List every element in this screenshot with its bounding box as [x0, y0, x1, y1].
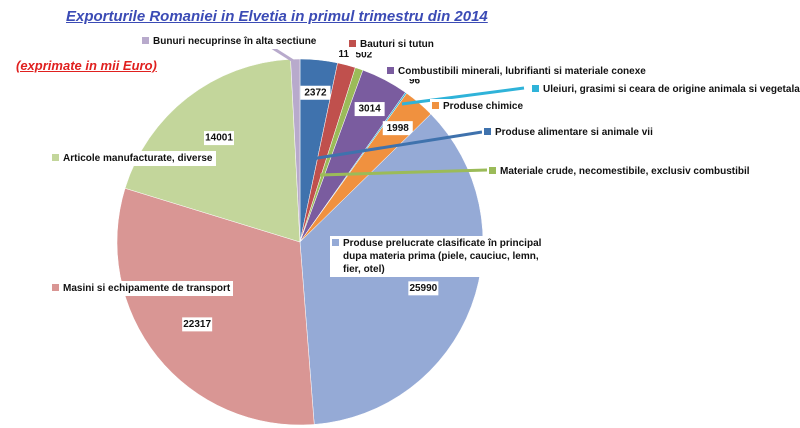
legend-entry: Combustibili minerali, lubrifianti si ma…	[385, 64, 649, 79]
legend-label: Produse alimentare si animale vii	[495, 127, 653, 138]
legend-label: Masini si echipamente de transport	[63, 283, 231, 294]
leader-line	[319, 168, 488, 177]
legend-swatch	[489, 167, 496, 174]
legend-swatch	[142, 37, 149, 44]
legend-entry: Materiale crude, necomestibile, exclusiv…	[487, 164, 753, 179]
value-label: 96	[409, 76, 421, 87]
legend-entry: Bunuri necuprinse în alta sectiune	[140, 34, 320, 49]
legend-label: Articole manufacturate, diverse	[63, 153, 213, 164]
value-label: 3014	[358, 104, 381, 115]
legend-label: Produse chimice	[443, 101, 524, 112]
legend-label: Produse prelucrate clasificate în princi…	[343, 238, 542, 275]
value-label-bg	[182, 317, 213, 332]
legend-label: Uleiuri, grasimi si ceara de origine ani…	[543, 84, 800, 95]
value-label: 22317	[183, 319, 211, 330]
legend-label: Bunuri necuprinse în alta sectiune	[153, 36, 317, 47]
legend-entry: Uleiuri, grasimi si ceara de origine ani…	[530, 82, 800, 97]
value-label-bg	[300, 85, 331, 100]
legend-label: Materiale crude, necomestibile, exclusiv…	[500, 166, 750, 177]
value-label: 25990	[409, 283, 437, 294]
legend-swatch	[387, 67, 394, 74]
value-label-bg	[354, 102, 385, 117]
legend-label: Combustibili minerali, lubrifianti si ma…	[398, 66, 646, 77]
pie-slice	[116, 187, 315, 426]
value-label-bg	[408, 281, 439, 296]
value-label: 14001	[205, 133, 233, 144]
value-label: 1998	[387, 123, 410, 134]
legend-label: Bauturi si tutun	[360, 39, 434, 50]
value-label: 502	[356, 50, 373, 61]
legend-swatch	[532, 85, 539, 92]
value-label: 2372	[304, 87, 327, 98]
legend-entry: Produse alimentare si animale vii	[482, 125, 656, 140]
chart-subtitle: (exprimate in mii Euro)	[16, 58, 157, 73]
legend-swatch	[484, 128, 491, 135]
pie-slice	[124, 58, 301, 243]
legend-swatch	[52, 154, 59, 161]
legend-swatch	[332, 239, 339, 246]
legend-swatch	[432, 102, 439, 109]
legend-entry: Articole manufacturate, diverse	[50, 151, 216, 166]
leader-line	[401, 86, 525, 106]
legend-entry: Bauturi si tutun	[347, 37, 437, 52]
legend-entry: Masini si echipamente de transport	[50, 281, 234, 296]
legend-swatch	[52, 284, 59, 291]
leader-line	[304, 130, 483, 162]
legend-entry: Produse prelucrate clasificate în princi…	[330, 236, 561, 277]
legend-entry: Produse chimice	[430, 99, 527, 114]
value-label-bg	[382, 121, 413, 136]
legend-swatch	[349, 40, 356, 47]
chart-title: Exporturile Romaniei in Elvetia in primu…	[66, 8, 488, 25]
value-label-bg	[203, 131, 234, 146]
